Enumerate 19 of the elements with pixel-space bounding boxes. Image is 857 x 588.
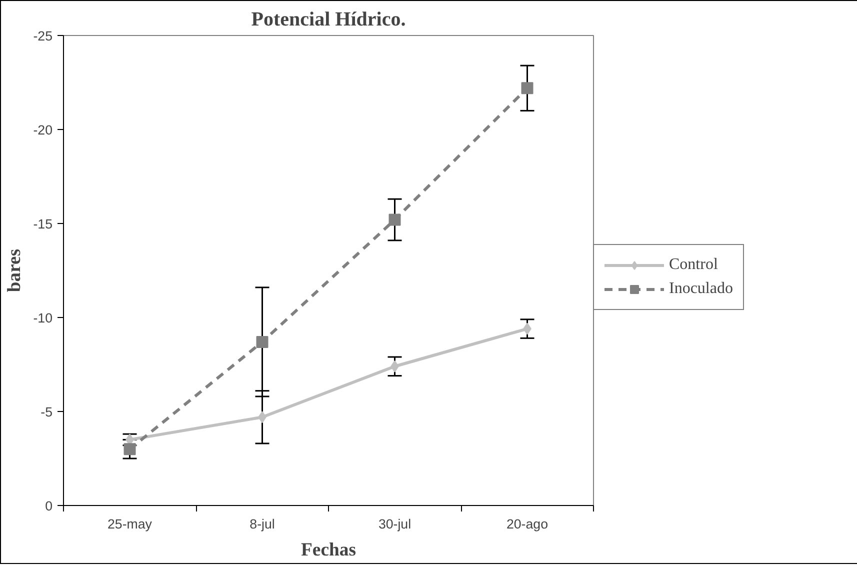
x-tick-label: 30-jul: [378, 516, 412, 532]
x-axis-title: Fechas: [301, 540, 356, 560]
chart-title: Potencial Hídrico.: [251, 8, 406, 30]
x-tick-label: 8-jul: [250, 516, 275, 532]
y-tick-label: -5: [40, 404, 53, 420]
x-tick-label: 20-ago: [506, 516, 548, 532]
legend-label: Inoculado: [669, 280, 733, 298]
point: [388, 214, 401, 226]
y-tick-label: -20: [33, 122, 52, 138]
y-axis-title: bares: [4, 248, 26, 292]
y-tick-label: -15: [33, 216, 52, 232]
y-tick-label: -25: [33, 28, 52, 44]
y-tick-label: -10: [33, 310, 52, 326]
point: [521, 82, 534, 94]
x-tick-label: 25-may: [108, 516, 152, 532]
point: [256, 336, 268, 348]
legend-label: Control: [669, 256, 718, 274]
point: [124, 443, 136, 456]
y-tick-label: 0: [45, 498, 53, 514]
